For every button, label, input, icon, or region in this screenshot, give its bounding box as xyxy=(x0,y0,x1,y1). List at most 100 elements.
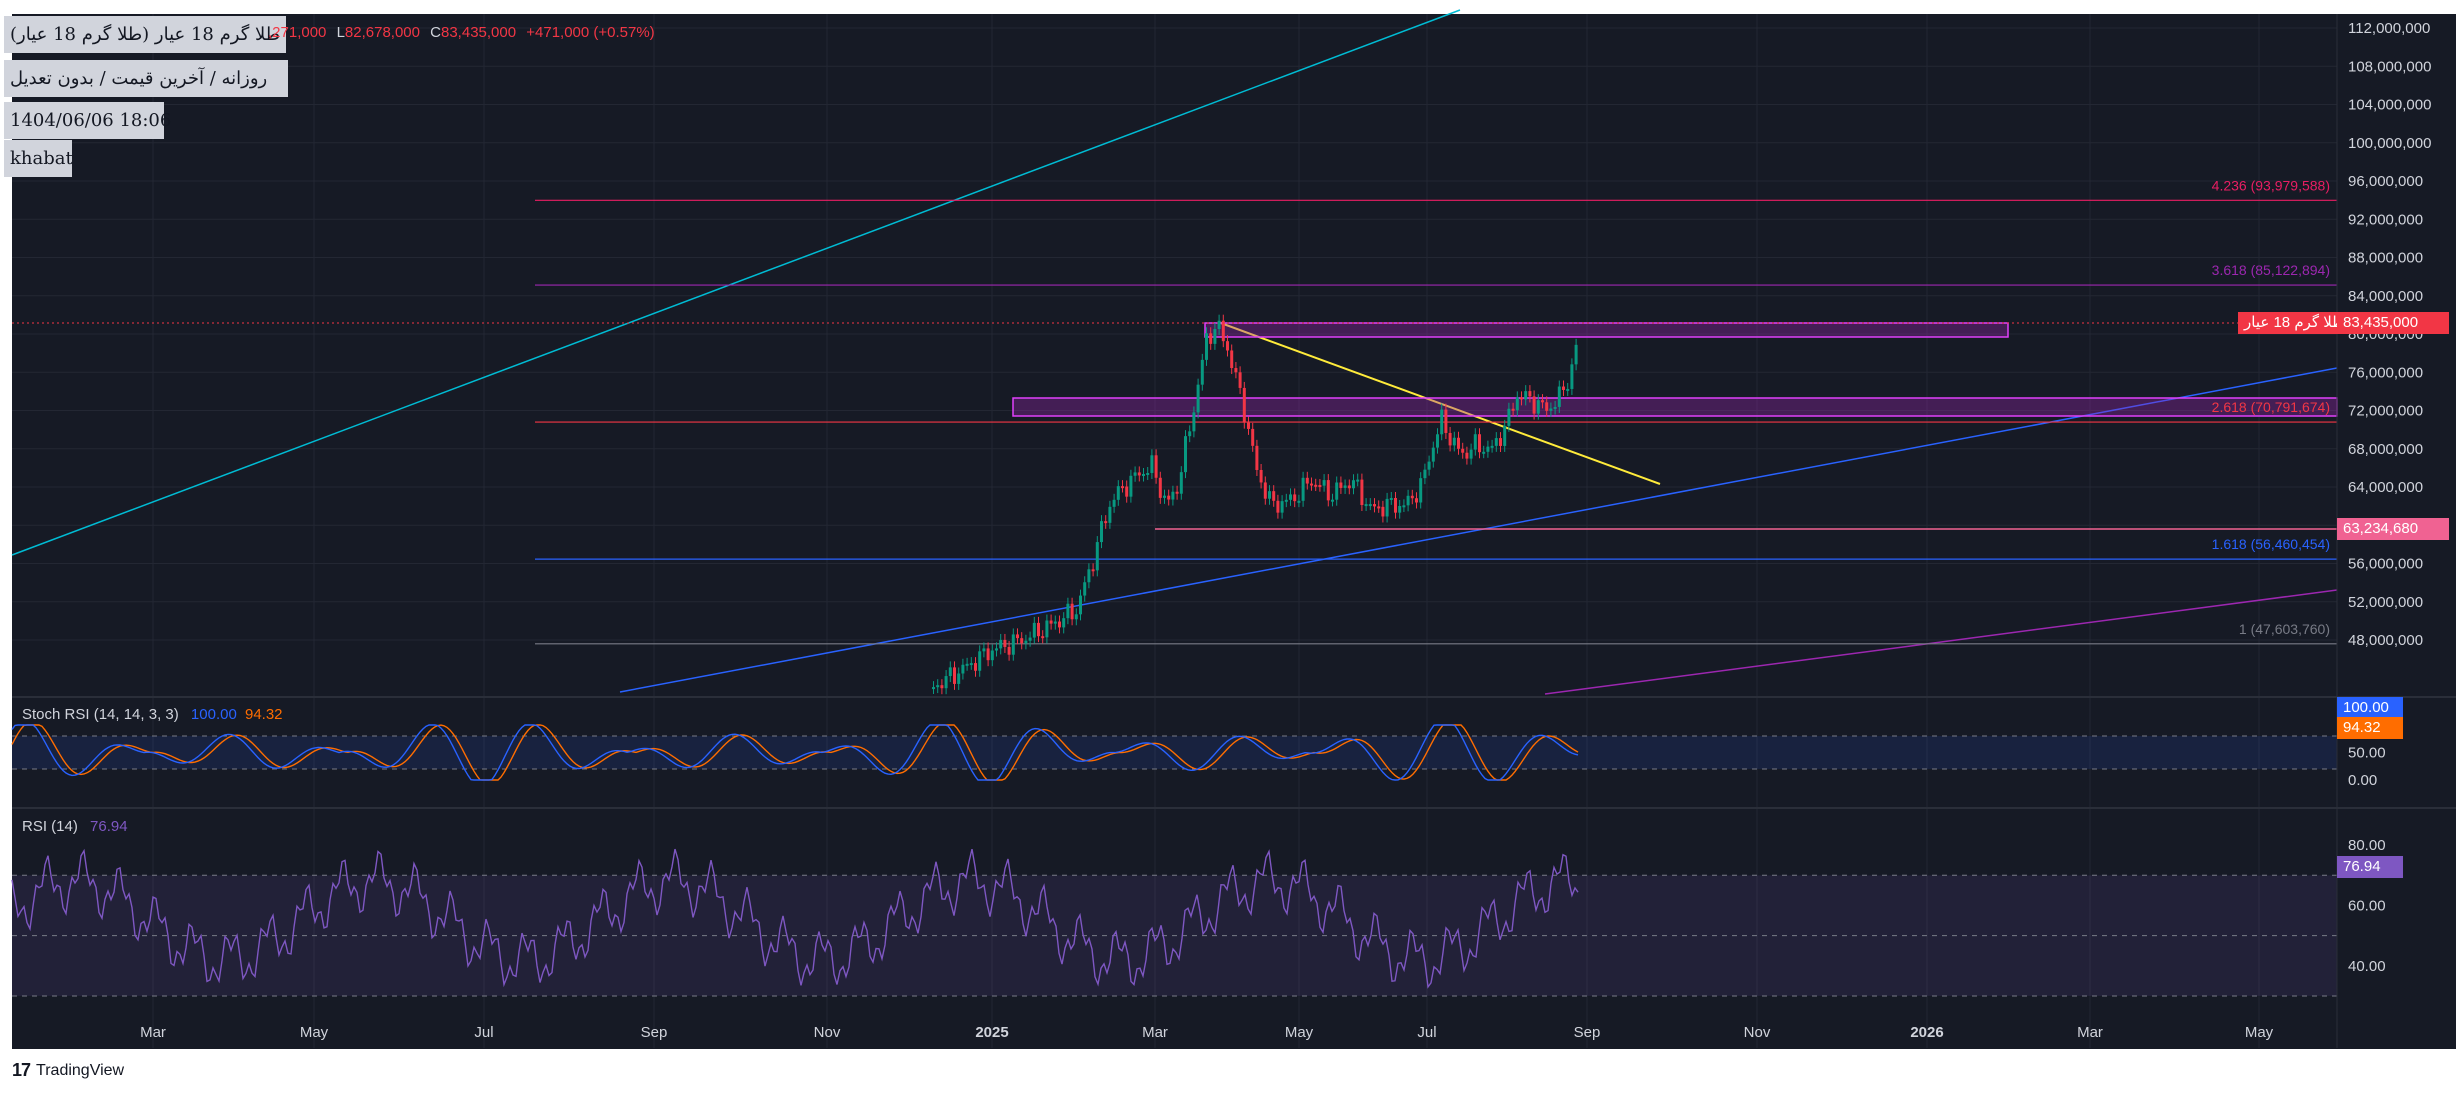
candle-body xyxy=(1326,480,1330,501)
candle-body xyxy=(1339,482,1343,488)
price-tick-label: 108,000,000 xyxy=(2348,58,2431,75)
price-tick-label: 72,000,000 xyxy=(2348,403,2423,420)
time-tick-label: 2026 xyxy=(1910,1024,1943,1041)
candle-body xyxy=(1024,640,1028,644)
candle-body xyxy=(1389,498,1393,501)
candle-body xyxy=(1167,495,1171,500)
rsi-value-tag: 76.94 xyxy=(2337,856,2403,878)
candle-body xyxy=(1179,472,1183,494)
candle-body xyxy=(1226,341,1229,351)
candle-body xyxy=(1385,498,1389,517)
candle-body xyxy=(940,685,944,689)
candle-body xyxy=(1234,368,1238,373)
candle-body xyxy=(1511,408,1515,411)
tradingview-brand[interactable]: 17 TradingView xyxy=(12,1060,124,1081)
candle-body xyxy=(1482,451,1486,454)
candle-body xyxy=(1305,477,1309,484)
resistance-zone-top[interactable] xyxy=(1204,322,2009,338)
candle-body xyxy=(1137,472,1141,476)
candle-body xyxy=(936,685,940,688)
candle-body xyxy=(1473,434,1477,450)
candle-body xyxy=(1356,479,1360,482)
stoch-rsi-d: 94.32 xyxy=(244,706,283,723)
candle-body xyxy=(1112,499,1116,507)
candle-body xyxy=(1074,614,1078,620)
chart-pane[interactable] xyxy=(12,14,2337,1049)
candle-body xyxy=(1410,495,1414,499)
rsi-value: 76.94 xyxy=(90,818,128,835)
candle-body xyxy=(1205,333,1208,360)
candle-body xyxy=(1049,620,1053,624)
price-tick-label: 100,000,000 xyxy=(2348,135,2431,152)
time-tick-label: Jul xyxy=(474,1024,493,1041)
candle-body xyxy=(1037,622,1040,637)
candle-body xyxy=(1028,637,1032,641)
candle-body xyxy=(1352,480,1355,489)
rsi-legend: RSI (14) 76.94 xyxy=(22,818,128,835)
candle-body xyxy=(1154,455,1158,478)
resistance-zone-mid[interactable] xyxy=(1012,397,2338,417)
candle-body xyxy=(1268,491,1271,499)
candle-body xyxy=(1503,425,1507,446)
candle-body xyxy=(1562,386,1565,390)
trendline-cyan[interactable] xyxy=(11,9,1461,556)
candle-body xyxy=(1570,364,1574,389)
candle-body xyxy=(1058,621,1061,628)
time-tick-label: Sep xyxy=(1574,1024,1601,1041)
trendline-yellow[interactable] xyxy=(1217,321,1661,485)
low-label: L xyxy=(336,24,345,41)
candle-body xyxy=(1238,372,1242,388)
candle-body xyxy=(1402,505,1406,508)
candle-body xyxy=(1247,422,1250,429)
candle-body xyxy=(1381,506,1385,517)
author-label: khabat xyxy=(4,140,73,177)
candle-body xyxy=(1364,504,1368,507)
candle-body xyxy=(932,687,935,690)
candle-body xyxy=(1100,521,1103,543)
candle-body xyxy=(1490,445,1494,448)
candle-body xyxy=(1415,498,1418,503)
candle-body xyxy=(1289,494,1292,500)
rsi-axis-label: 40.00 xyxy=(2348,958,2386,975)
symbol-title: طلا گرم 18 عیار (طلا گرم 18 عیار) xyxy=(4,16,287,53)
close-label: C xyxy=(430,24,441,41)
interval-label: روزانه / آخرین قیمت / بدون تعدیل xyxy=(4,60,288,97)
candle-body xyxy=(961,664,965,674)
candle-body xyxy=(1423,469,1427,479)
candle-body xyxy=(1436,434,1439,448)
candle-body xyxy=(1553,406,1557,409)
trendline-purple[interactable] xyxy=(1544,589,2338,695)
time-tick-label: May xyxy=(1285,1024,1314,1041)
candle-body xyxy=(1171,491,1175,500)
candle-body xyxy=(1293,494,1297,502)
candle-body xyxy=(1079,595,1082,615)
rsi-axis-label: 60.00 xyxy=(2348,897,2386,914)
candle-body xyxy=(948,667,952,677)
candle-body xyxy=(1104,521,1108,524)
candle-body xyxy=(1184,436,1187,473)
candle-body xyxy=(1398,505,1402,513)
candle-body xyxy=(1280,501,1284,513)
candle-body xyxy=(1440,409,1444,435)
time-tick-label: Nov xyxy=(1744,1024,1771,1041)
candle-body xyxy=(1528,391,1532,397)
candle-body xyxy=(1377,506,1381,509)
fib-level-label: 1 (47,603,760) xyxy=(2239,621,2330,637)
candle-body xyxy=(1213,329,1217,344)
candle-body xyxy=(1499,438,1502,446)
candle-body xyxy=(1322,480,1326,486)
candle-body xyxy=(953,667,956,684)
candle-body xyxy=(1095,542,1099,571)
candle-body xyxy=(1419,478,1423,503)
candle-body xyxy=(1394,498,1397,513)
candle-body xyxy=(1259,469,1263,483)
candle-body xyxy=(1091,569,1095,572)
candle-body xyxy=(1196,384,1200,413)
candle-body xyxy=(1297,500,1301,503)
time-tick-label: Sep xyxy=(641,1024,668,1041)
current-price-tag: 83,435,000 xyxy=(2337,312,2449,334)
candle-body xyxy=(1461,448,1465,453)
price-tick-label: 68,000,000 xyxy=(2348,441,2423,458)
